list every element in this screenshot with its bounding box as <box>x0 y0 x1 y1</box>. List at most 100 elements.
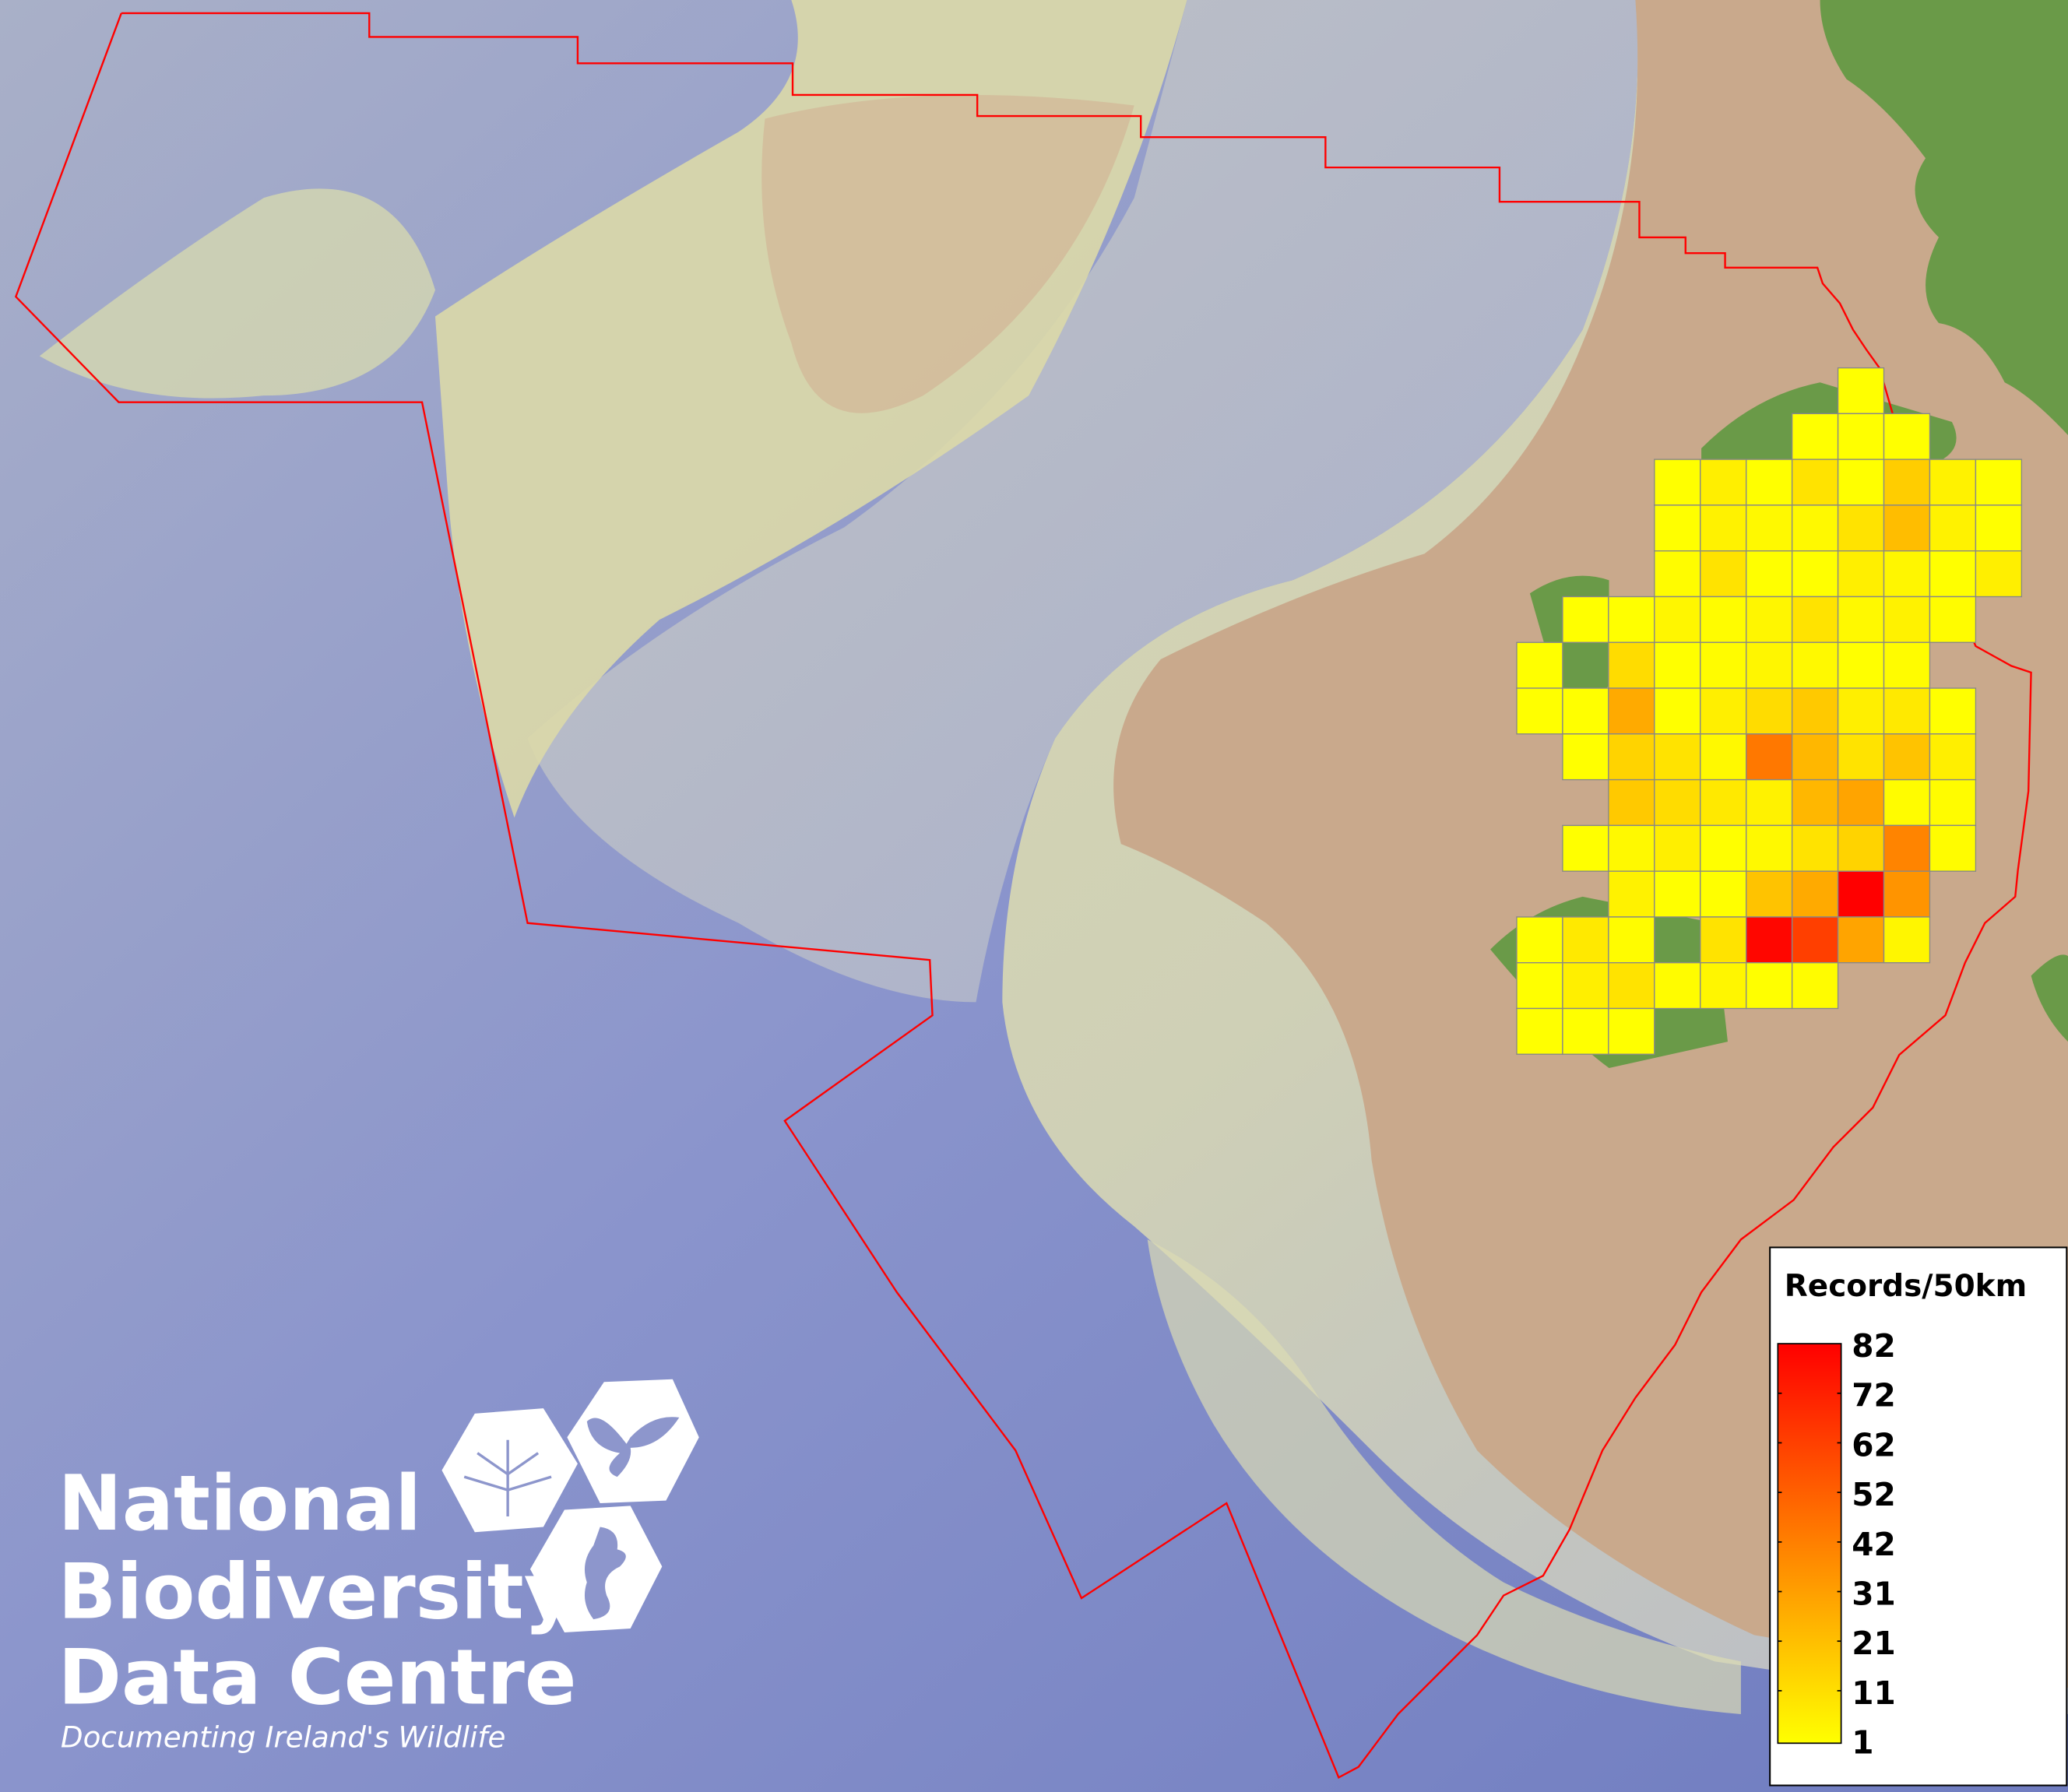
grid-cell <box>1562 824 1609 872</box>
grid-cell <box>1883 687 1931 735</box>
grid-cell <box>1791 824 1839 872</box>
legend-tick-label: 31 <box>1852 1575 1896 1612</box>
grid-cell <box>1837 641 1885 689</box>
grid-cell <box>1608 916 1655 964</box>
grid-cell <box>1837 413 1885 460</box>
logo-line-biodiversity: Biodiversity <box>58 1548 574 1636</box>
grid-cell <box>1516 916 1563 964</box>
grid-cell <box>1791 916 1839 964</box>
grid-cell <box>1929 596 1977 643</box>
grid-cell <box>1746 504 1793 552</box>
grid-cell <box>1562 962 1609 1010</box>
grid-cell <box>1654 504 1701 552</box>
grid-cell <box>1608 824 1655 872</box>
grid-cell <box>1746 687 1793 735</box>
grid-cell <box>1700 824 1747 872</box>
grid-cell <box>1700 962 1747 1010</box>
grid-cell <box>1562 687 1609 735</box>
grid-cell <box>1654 870 1701 918</box>
grid-cell <box>1883 596 1931 643</box>
grid-cell <box>1929 824 1977 872</box>
grid-cell <box>1883 641 1931 689</box>
grid-cell <box>1929 550 1977 598</box>
grid-cell <box>1791 778 1839 827</box>
grid-cell <box>1654 459 1701 506</box>
grid-cell <box>1746 870 1793 918</box>
legend-tick-label: 11 <box>1852 1674 1896 1712</box>
grid-cell <box>1516 962 1563 1010</box>
grid-cell <box>1700 870 1747 918</box>
grid-cell <box>1654 824 1701 872</box>
grid-cell <box>1791 459 1839 506</box>
grid-cell <box>1746 962 1793 1010</box>
grid-cell <box>1837 504 1885 552</box>
grid-cell <box>1608 687 1655 735</box>
legend-tick-label: 52 <box>1852 1476 1896 1513</box>
shelf-trough <box>527 0 1638 1003</box>
grid-cell <box>1791 641 1839 689</box>
grid-cell <box>1837 733 1885 781</box>
grid-cell <box>1837 778 1885 827</box>
grid-cell <box>1746 459 1793 506</box>
grid-cell <box>1608 733 1655 781</box>
legend-title: Records/50km <box>1785 1269 2027 1304</box>
grid-cell <box>1837 687 1885 735</box>
boundary-line <box>14 12 2032 1780</box>
grid-cell <box>1883 824 1931 872</box>
logo-line-national: National <box>58 1460 422 1548</box>
logo-tagline: Documenting Ireland's Wildlife <box>61 1720 505 1754</box>
legend-tick-label: 82 <box>1852 1327 1896 1365</box>
grid-cell <box>1654 596 1701 643</box>
legend-tick-label: 21 <box>1852 1625 1896 1662</box>
grid-cell <box>1883 870 1931 918</box>
grid-cell <box>1746 778 1793 827</box>
grid-cell <box>1700 550 1747 598</box>
legend-tick-label: 72 <box>1852 1377 1896 1414</box>
grid-cell <box>1746 550 1793 598</box>
grid-cell <box>1746 596 1793 643</box>
grid-cell <box>1654 687 1701 735</box>
grid-cell <box>1883 504 1931 552</box>
grid-cell <box>1791 687 1839 735</box>
grid-cell <box>1883 733 1931 781</box>
south-shelf-slope <box>1147 1239 1741 1715</box>
grid-cell <box>1608 641 1655 689</box>
grid-cell <box>1929 687 1977 735</box>
grid-cell <box>1883 413 1931 460</box>
grid-cell <box>1516 687 1563 735</box>
grid-cell <box>1700 687 1747 735</box>
grid-cell <box>1700 504 1747 552</box>
grid-cell <box>1654 778 1701 827</box>
legend-tick-label: 1 <box>1852 1724 1873 1762</box>
grid-cell <box>1700 459 1747 506</box>
grid-cell <box>1791 504 1839 552</box>
grid-cell <box>1654 962 1701 1010</box>
grid-cell <box>1700 641 1747 689</box>
grid-cell <box>1791 550 1839 598</box>
grid-cell <box>1883 916 1931 964</box>
grid-cell <box>1608 778 1655 827</box>
grid-cell <box>1837 367 1885 415</box>
grid-cell <box>1883 778 1931 827</box>
porcupine-seabight-high <box>761 94 1134 413</box>
grid-cell <box>1791 733 1839 781</box>
grid-cell <box>1562 596 1609 643</box>
grid-cell <box>1837 459 1885 506</box>
grid-cell <box>1700 778 1747 827</box>
grid-cell <box>1746 733 1793 781</box>
grid-cell <box>1929 504 1977 552</box>
grid-cell <box>1791 962 1839 1010</box>
grid-cell <box>1791 870 1839 918</box>
grid-cell <box>1608 1007 1655 1055</box>
rockall-bank <box>39 188 435 399</box>
grid-cell <box>1654 641 1701 689</box>
grid-cell <box>1516 641 1563 689</box>
tree-icon <box>441 1408 578 1533</box>
grid-cell <box>1929 459 1977 506</box>
wales-vegetation <box>2031 954 2068 1042</box>
grid-cell <box>1746 916 1793 964</box>
grid-cell <box>1746 824 1793 872</box>
grid-cell <box>1700 596 1747 643</box>
grid-cell <box>1654 733 1701 781</box>
